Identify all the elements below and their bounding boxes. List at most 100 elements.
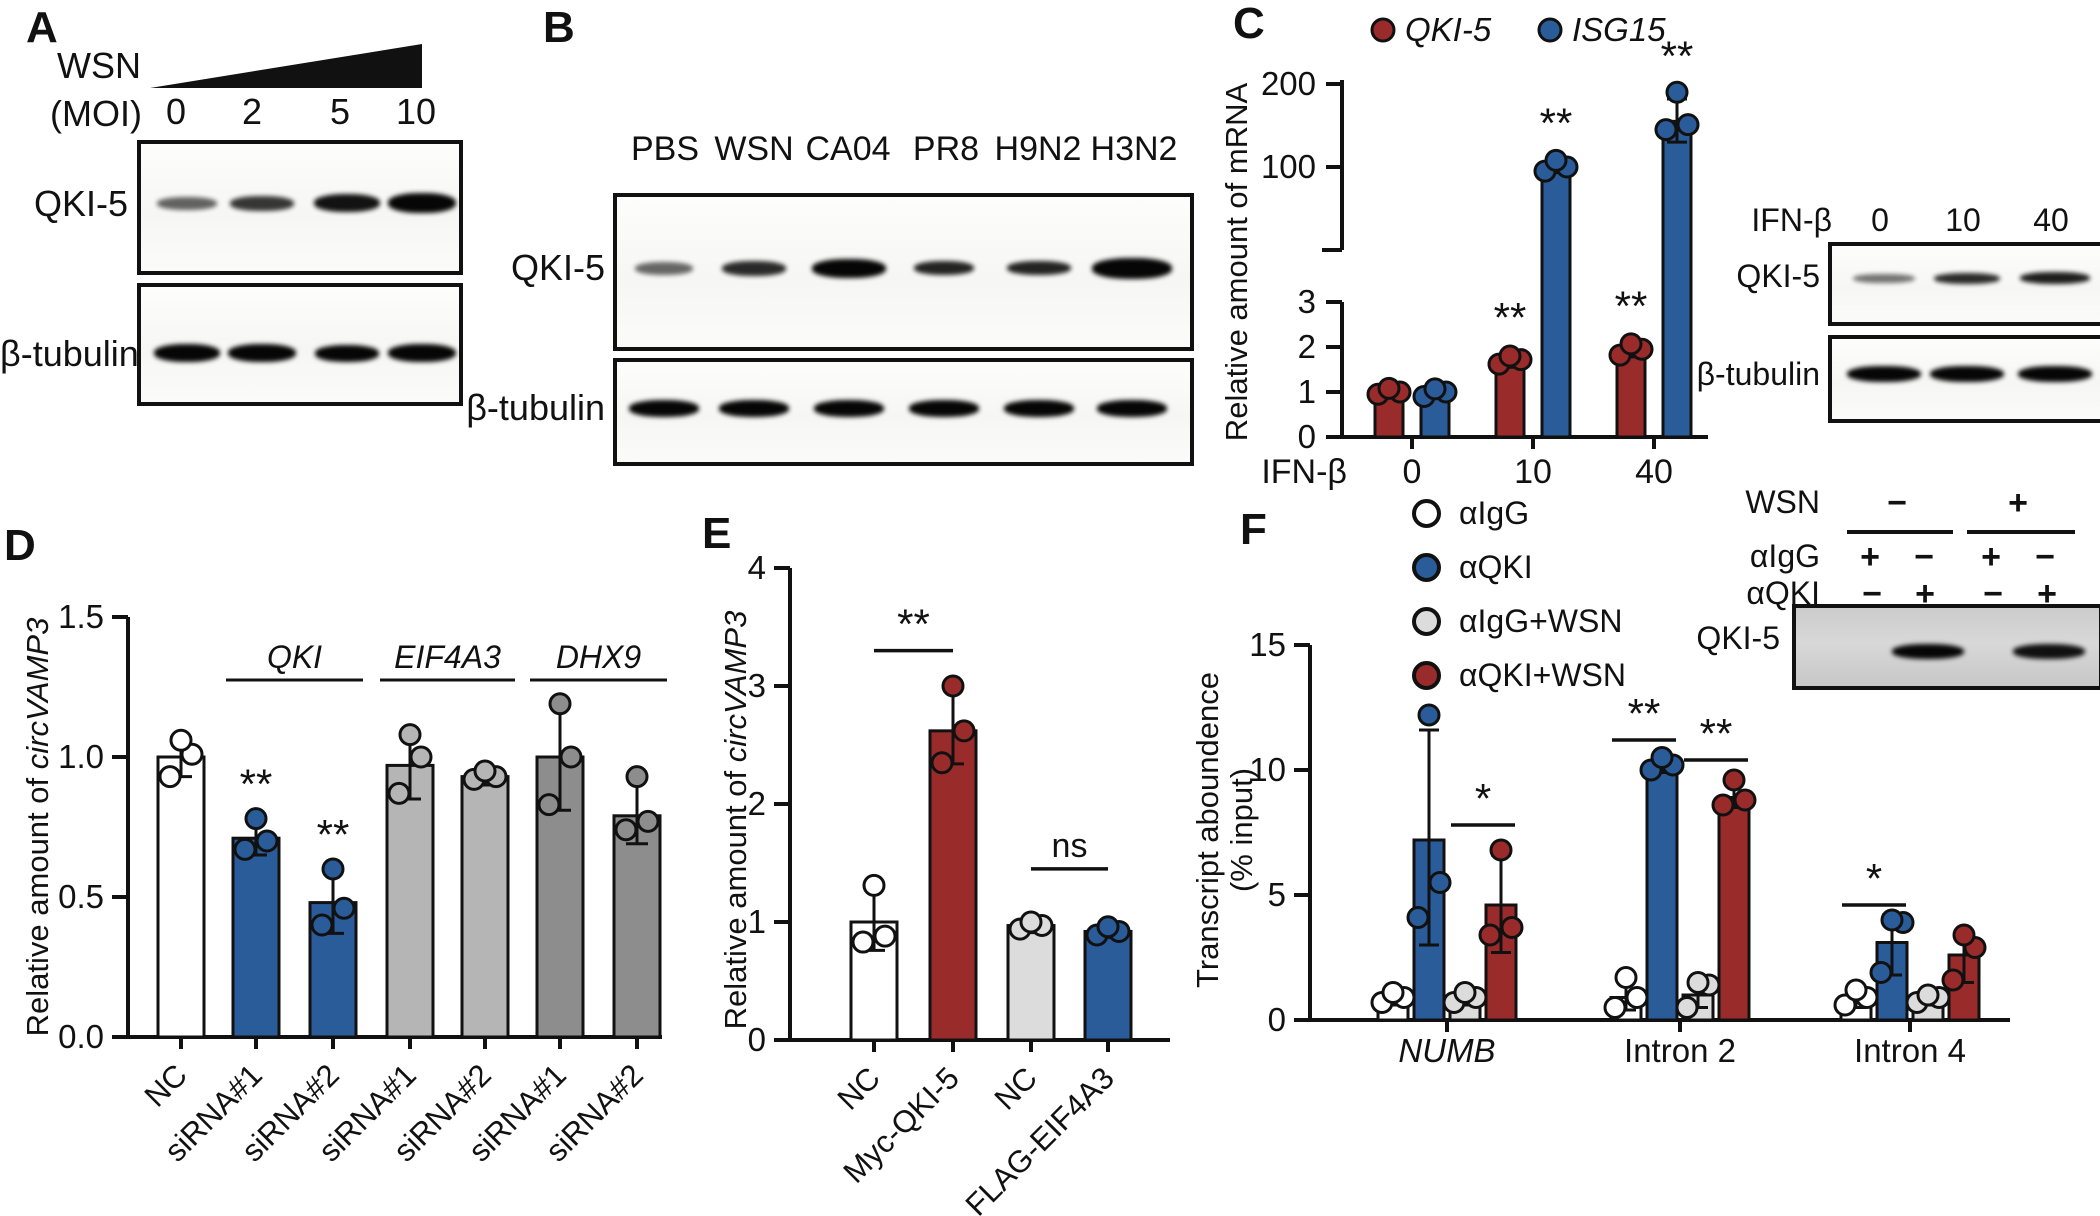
- y-tick-label: 0.5: [58, 878, 104, 915]
- significance-marker: **: [1540, 100, 1573, 147]
- tspan: Relative amount of: [718, 762, 753, 1029]
- data-point: [1676, 113, 1700, 137]
- significance-marker: **: [897, 601, 930, 648]
- y-tick-label: 0.0: [58, 1018, 104, 1055]
- lane-label: 10: [1945, 202, 1981, 238]
- protein-band: [909, 399, 979, 417]
- significance-marker: *: [1475, 775, 1491, 822]
- data-point: [1869, 961, 1893, 984]
- protein-band: [719, 399, 789, 417]
- y-tick-label: 15: [1249, 626, 1286, 663]
- plus-minus-value: −: [1887, 484, 1907, 522]
- lane-label: WSN: [714, 130, 794, 168]
- panel-c-qki5-blot: [1828, 242, 2100, 326]
- protein-band: [157, 196, 217, 210]
- y-tick-label: 0: [1298, 418, 1316, 455]
- data-point: [473, 759, 497, 783]
- significance-marker: **: [1628, 690, 1661, 737]
- data-point: [614, 818, 638, 842]
- panel-a-qki5-label: QKI-5: [33, 183, 128, 224]
- data-point: [873, 924, 897, 948]
- data-point: [1603, 996, 1627, 1019]
- legend-label-isg15: ISG15: [1572, 11, 1666, 48]
- panel-b-tubulin-label: β-tubulin: [466, 387, 605, 428]
- protein-band: [2020, 272, 2090, 284]
- panel-a-tubulin-blot: [137, 283, 463, 406]
- data-point: [1619, 332, 1643, 356]
- protein-band: [228, 344, 296, 362]
- protein-band: [914, 261, 974, 275]
- protein-band: [388, 193, 456, 213]
- data-point: [332, 896, 356, 920]
- data-point: [321, 857, 345, 881]
- plus-minus-value: +: [1915, 575, 1935, 613]
- y-tick-label: 2: [748, 785, 766, 822]
- data-point: [409, 745, 433, 769]
- protein-band: [2013, 643, 2085, 659]
- y-tick-label: 0: [748, 1021, 766, 1058]
- data-point: [398, 723, 422, 747]
- data-point: [387, 781, 411, 805]
- x-tick-label: NUMB: [1398, 1032, 1495, 1069]
- protein-band: [814, 399, 884, 417]
- protein-band: [315, 344, 379, 362]
- x-tick-label: Intron 2: [1624, 1032, 1736, 1069]
- lane-label: H9N2: [994, 130, 1082, 168]
- bar: [1717, 796, 1751, 1022]
- protein-band: [722, 260, 786, 276]
- y-tick-label: 1.5: [58, 598, 104, 635]
- data-point: [1478, 923, 1502, 947]
- data-point: [310, 913, 334, 937]
- y-tick-label: 2: [1298, 328, 1316, 365]
- lane-label: 0: [165, 91, 187, 132]
- lane-label: 10: [395, 91, 437, 132]
- plus-minus-value: +: [1981, 538, 2001, 576]
- protein-band: [1092, 257, 1172, 279]
- y-axis-label: Relative amount of circVAMP3: [718, 611, 753, 1030]
- legend-label: αIgG: [1459, 495, 1530, 531]
- plus-minus-value: −: [1914, 538, 1934, 576]
- data-point: [851, 930, 875, 954]
- protein-band: [314, 194, 380, 212]
- data-point: [233, 837, 257, 861]
- panel-b-label: B: [543, 3, 575, 52]
- protein-band: [635, 261, 693, 275]
- plus-minus-value: +: [2037, 575, 2057, 613]
- legend-dot-isg15: [1537, 17, 1563, 43]
- lane-label: CA04: [805, 130, 891, 168]
- blot-condition-label: αQKI: [1746, 575, 1820, 611]
- blot-condition-label: WSN: [1745, 484, 1820, 520]
- data-point: [1650, 746, 1674, 769]
- y-axis-label: Relative amount of mRNA: [1219, 83, 1254, 442]
- dose-gradient-wedge-icon: [150, 44, 422, 88]
- protein-band: [1930, 366, 2004, 382]
- data-point: [1019, 910, 1043, 934]
- significance-marker: **: [1615, 283, 1648, 330]
- data-point: [1952, 923, 1976, 947]
- panel-a-qki5-blot: [137, 140, 463, 275]
- data-point: [1654, 118, 1678, 142]
- panel-c-blot-treatment-label: IFN-β: [1751, 202, 1832, 238]
- tspan: circVAMP3: [718, 611, 753, 763]
- panel-a-moi-label: (MOI): [50, 93, 142, 134]
- protein-band: [1007, 261, 1071, 275]
- bar: [1540, 164, 1572, 439]
- lane-label: 0: [1871, 202, 1889, 238]
- data-point: [1428, 871, 1452, 894]
- panel-c-label: C: [1233, 0, 1265, 48]
- significance-marker: **: [1494, 294, 1527, 341]
- bar: [156, 755, 206, 1039]
- data-point: [1733, 788, 1757, 812]
- data-point: [1614, 966, 1638, 989]
- data-point: [941, 674, 965, 698]
- protein-band: [1853, 273, 1915, 283]
- protein-band: [230, 195, 294, 211]
- data-point: [1381, 981, 1405, 1004]
- data-point: [1916, 983, 1940, 1007]
- significance-marker: ns: [1052, 827, 1088, 865]
- x-tick-label: 0: [1403, 453, 1422, 491]
- significance-marker: **: [1661, 32, 1694, 79]
- blot-condition-label: αIgG: [1749, 538, 1820, 574]
